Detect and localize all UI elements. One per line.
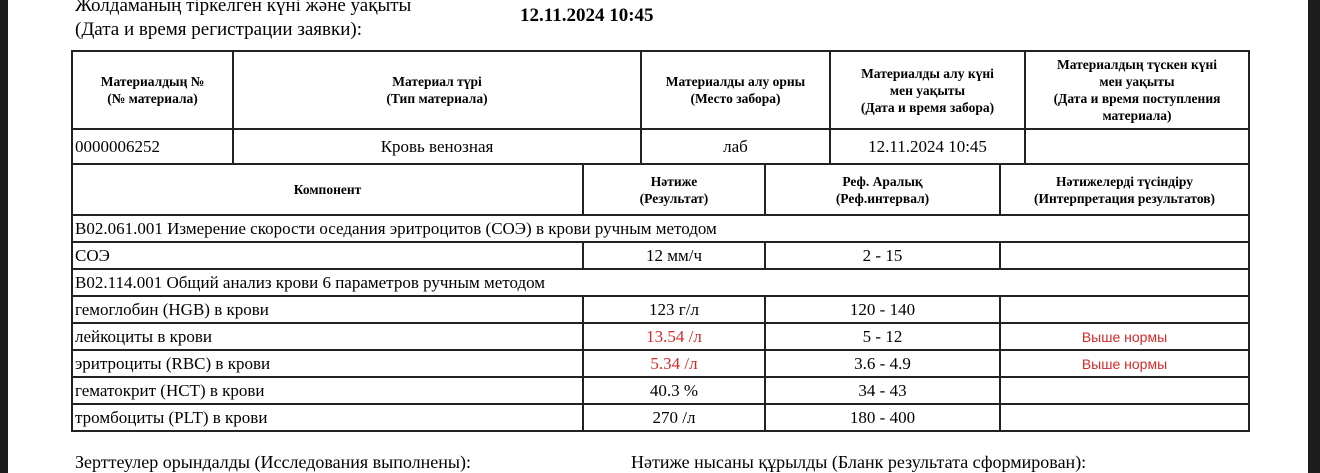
column-header: Компонент bbox=[71, 163, 584, 216]
header-line: мен уақыты bbox=[889, 82, 966, 98]
result-interp bbox=[999, 295, 1250, 324]
header-line: (Место забора) bbox=[690, 91, 781, 106]
column-header: Реф. Аралық (Реф.интервал) bbox=[764, 163, 1001, 216]
header-line: мен уақыты bbox=[1099, 74, 1175, 89]
result-row: лейкоциты в крови 13.54 /л 5 - 12 Выше норм… bbox=[71, 322, 1250, 351]
result-ref: 34 - 43 bbox=[764, 376, 1001, 405]
header-line: Нәтижелерді түсіндіру bbox=[1056, 173, 1193, 189]
result-ref: 2 - 15 bbox=[764, 241, 1001, 270]
result-interp: Выше нормы bbox=[999, 322, 1250, 351]
result-component: тромбоциты (PLT) в крови bbox=[71, 403, 584, 432]
result-interp: Выше нормы bbox=[999, 349, 1250, 378]
column-header: Материал түрі (Тип материала) bbox=[232, 50, 642, 130]
column-header: Нәтиже (Результат) bbox=[582, 163, 766, 216]
registration-label-ru: (Дата и время регистрации заявки): bbox=[75, 19, 362, 40]
collection-datetime: 12.11.2024 10:45 bbox=[829, 128, 1026, 165]
group-title: В02.114.001 Общий анализ крови 6 парамет… bbox=[71, 268, 1250, 297]
result-ref: 5 - 12 bbox=[764, 322, 1001, 351]
material-table: Материалдың № (№ материала) Материал түрі (… bbox=[71, 50, 1250, 165]
header-line: (Интерпретация результатов) bbox=[1033, 190, 1216, 206]
material-header-row: Материалдың № (№ материала) Материал түрі (… bbox=[71, 50, 1250, 130]
registration-label-kz: Жолдаманың тіркелген күні және уақыты bbox=[75, 0, 412, 16]
registration-datetime: 12.11.2024 10:45 bbox=[520, 5, 654, 26]
result-ref: 120 - 140 bbox=[764, 295, 1001, 324]
header-line: (№ материала) bbox=[107, 91, 198, 106]
result-interp bbox=[999, 403, 1250, 432]
registration-label: Жолдаманың тіркелген күні және уақыты (Д… bbox=[75, 0, 411, 42]
column-header: Материалды алу күні мен уақыты (Дата и вре… bbox=[829, 50, 1026, 130]
results-table: Компонент Нәтиже (Результат) Реф. Аралық (Ре… bbox=[71, 163, 1250, 432]
header-line: Реф. Аралық bbox=[842, 173, 923, 189]
result-component: гемоглобин (HGB) в крови bbox=[71, 295, 584, 324]
result-result: 123 г/л bbox=[582, 295, 766, 324]
result-component: эритроциты (RBC) в крови bbox=[71, 349, 584, 378]
material-row: 0000006252 Кровь венозная лаб 12.11.2024… bbox=[71, 128, 1250, 165]
result-row: СОЭ 12 мм/ч 2 - 15 bbox=[71, 241, 1250, 270]
results-header-row: Компонент Нәтиже (Результат) Реф. Аралық (Ре… bbox=[71, 163, 1250, 216]
header-line: (Дата и время забора) bbox=[860, 99, 995, 115]
result-row: эритроциты (RBC) в крови 5.34 /л 3.6 - 4.9… bbox=[71, 349, 1250, 378]
result-row: гематокрит (HCT) в крови 40.3 % 34 - 43 bbox=[71, 376, 1250, 405]
header-line: Материалдың № bbox=[100, 74, 205, 89]
collection-place: лаб bbox=[640, 128, 831, 165]
result-row: тромбоциты (PLT) в крови 270 /л 180 - 400 bbox=[71, 403, 1250, 432]
column-header: Материалды алу орны (Место забора) bbox=[640, 50, 831, 130]
result-interp bbox=[999, 376, 1250, 405]
received-datetime bbox=[1024, 128, 1250, 165]
column-header: Нәтижелерді түсіндіру (Интерпретация резу… bbox=[999, 163, 1250, 216]
header-line: (Дата и время поступления bbox=[1053, 91, 1221, 106]
header-line: (Тип материала) bbox=[386, 91, 488, 106]
result-result: 5.34 /л bbox=[582, 349, 766, 378]
result-result: 12 мм/ч bbox=[582, 241, 766, 270]
header-line: Материалдың түскен күні bbox=[1056, 57, 1218, 72]
material-type: Кровь венозная bbox=[232, 128, 642, 165]
header-line: Нәтиже bbox=[650, 173, 698, 189]
group-row: В02.114.001 Общий анализ крови 6 парамет… bbox=[71, 268, 1250, 297]
performed-label: Зерттеулер орындалды (Исследования выпол… bbox=[75, 452, 471, 472]
result-result: 13.54 /л bbox=[582, 322, 766, 351]
header-line: Материал түрі bbox=[392, 74, 482, 89]
result-component: лейкоциты в крови bbox=[71, 322, 584, 351]
result-interp bbox=[999, 241, 1250, 270]
result-row: гемоглобин (HGB) в крови 123 г/л 120 - 140 bbox=[71, 295, 1250, 324]
material-number: 0000006252 bbox=[71, 128, 234, 165]
result-component: гематокрит (HCT) в крови bbox=[71, 376, 584, 405]
formed-label: Нәтиже нысаны құрылды (Бланк результата … bbox=[631, 452, 1087, 472]
result-ref: 180 - 400 bbox=[764, 403, 1001, 432]
column-header: Материалдың түскен күні мен уақыты (Дата и… bbox=[1024, 50, 1250, 130]
header-line: (Результат) bbox=[639, 190, 709, 206]
result-component: СОЭ bbox=[71, 241, 584, 270]
header-line: (Реф.интервал) bbox=[835, 190, 930, 206]
result-result: 40.3 % bbox=[582, 376, 766, 405]
header-line: Материалды алу орны bbox=[665, 74, 806, 89]
group-title: В02.061.001 Измерение скорости оседания … bbox=[71, 214, 1250, 243]
result-result: 270 /л bbox=[582, 403, 766, 432]
group-row: В02.061.001 Измерение скорости оседания … bbox=[71, 214, 1250, 243]
header-line: Материалды алу күні bbox=[861, 65, 994, 81]
header-line: материала) bbox=[1102, 108, 1172, 123]
result-ref: 3.6 - 4.9 bbox=[764, 349, 1001, 378]
column-header: Материалдың № (№ материала) bbox=[71, 50, 234, 130]
header-line: Компонент bbox=[293, 182, 362, 197]
